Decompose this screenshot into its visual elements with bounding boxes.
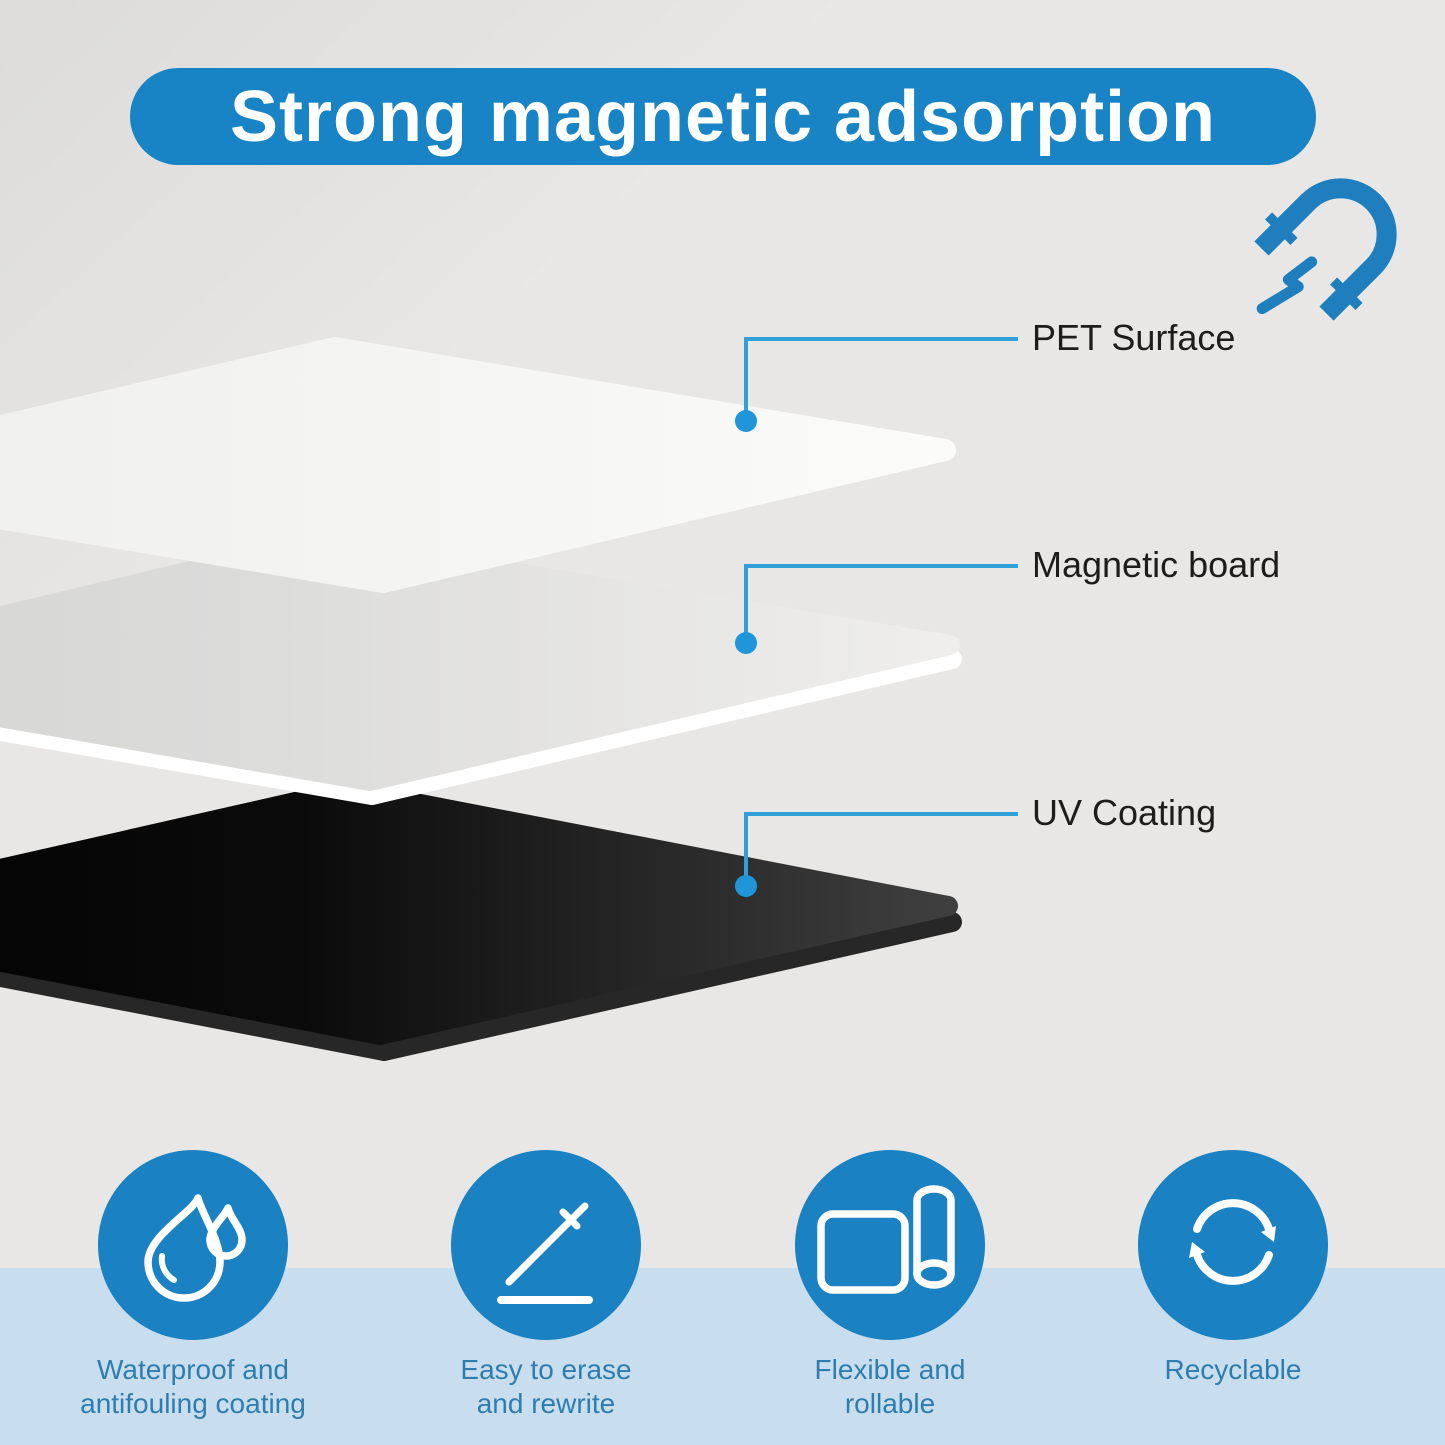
feature-label-erase: Easy to erase and rewrite — [366, 1353, 726, 1421]
feature-label-waterproof: Waterproof and antifouling coating — [13, 1353, 373, 1421]
recycle-icon — [1189, 1199, 1276, 1285]
feature-circle-recyclable — [1138, 1150, 1328, 1340]
feature-circle-waterproof — [98, 1150, 288, 1340]
magnetic-board-layer — [0, 530, 962, 805]
feature-label-line: antifouling coating — [80, 1388, 306, 1419]
pencil-icon — [497, 1202, 593, 1304]
feature-label-recyclable: Recyclable — [1053, 1353, 1413, 1387]
header-banner: Strong magnetic adsorption — [130, 68, 1316, 165]
feature-circle-rollable — [795, 1150, 985, 1340]
lightning-bolt-icon — [1256, 256, 1318, 315]
board-connector-dot — [735, 632, 757, 654]
feature-label-rollable: Flexible and rollable — [710, 1353, 1070, 1421]
board-connector-line — [744, 564, 1018, 634]
water-drop-icon — [144, 1194, 246, 1302]
feature-label-line: Recyclable — [1164, 1354, 1302, 1385]
feature-circle-erase — [451, 1150, 641, 1340]
pet-surface-label: PET Surface — [1032, 317, 1236, 358]
feature-label-line: Easy to erase — [460, 1354, 632, 1385]
magnet-icon — [1254, 178, 1397, 321]
pet-connector-dot — [735, 410, 757, 432]
uv-coating-label: UV Coating — [1032, 792, 1217, 833]
feature-label-line: Flexible and — [814, 1354, 966, 1385]
roll-icon — [817, 1185, 955, 1294]
feature-label-line: and rewrite — [476, 1388, 616, 1419]
feature-label-line: rollable — [844, 1388, 936, 1419]
uv-connector-dot — [735, 875, 757, 897]
callout-connectors — [744, 337, 1018, 877]
callout-dots — [735, 410, 757, 897]
feature-label-line: Waterproof and — [97, 1354, 289, 1385]
pet-connector-line — [744, 337, 1018, 412]
magnetic-board-label: Magnetic board — [1032, 544, 1281, 585]
uv-connector-line — [744, 812, 1018, 877]
page-title: Strong magnetic adsorption — [229, 76, 1217, 157]
